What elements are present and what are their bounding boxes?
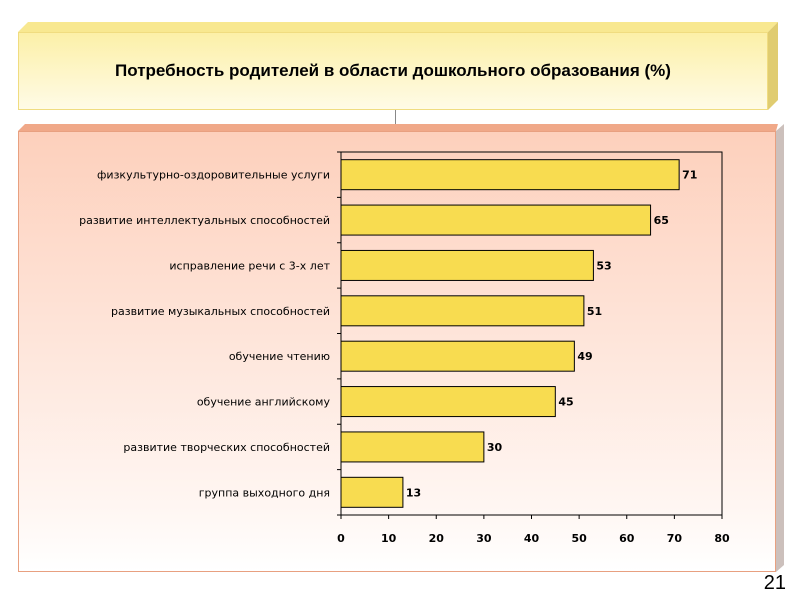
- data-label: 51: [587, 305, 602, 318]
- category-label: развитие интеллектуальных способностей: [79, 214, 330, 227]
- connector-line: [395, 110, 404, 125]
- x-tick-label: 50: [571, 532, 587, 545]
- bar: [340, 295, 585, 327]
- title-box-top-face: [18, 22, 778, 32]
- data-label: 30: [487, 441, 503, 454]
- category-label: развитие творческих способностей: [123, 441, 330, 454]
- x-tick-label: 20: [429, 532, 445, 545]
- category-label: развитие музыкальных способностей: [111, 305, 330, 318]
- bar: [340, 476, 404, 508]
- x-tick-label: 60: [619, 532, 635, 545]
- category-label: физкультурно-оздоровительные услуги: [97, 169, 330, 182]
- x-tick-label: 30: [476, 532, 492, 545]
- category-label: исправление речи с 3-х лет: [169, 259, 330, 272]
- bar: [340, 249, 594, 281]
- chart-box-top-face: [18, 124, 778, 131]
- data-label: 49: [577, 350, 592, 363]
- data-label: 45: [558, 396, 573, 409]
- slide-title: Потребность родителей в области дошкольн…: [115, 61, 671, 80]
- x-tick-label: 0: [337, 532, 345, 545]
- bar: [340, 159, 680, 191]
- data-label: 53: [596, 259, 611, 272]
- category-label: обучение чтению: [229, 350, 330, 363]
- x-tick-label: 80: [714, 532, 730, 545]
- x-tick-label: 10: [381, 532, 397, 545]
- x-tick-label: 70: [667, 532, 683, 545]
- bar: [340, 340, 575, 372]
- bar: [340, 386, 556, 418]
- bar: [340, 431, 485, 463]
- data-label: 71: [682, 169, 697, 182]
- page-number: 21: [763, 572, 786, 594]
- chart-box-side-face: [776, 124, 784, 572]
- category-label: обучение английскому: [197, 396, 331, 409]
- category-label: группа выходного дня: [199, 486, 330, 499]
- bar: [340, 204, 652, 236]
- x-tick-label: 40: [524, 532, 540, 545]
- data-label: 13: [406, 486, 421, 499]
- title-box: Потребность родителей в области дошкольн…: [18, 32, 768, 110]
- data-label: 65: [654, 214, 669, 227]
- title-box-side-face: [768, 22, 778, 110]
